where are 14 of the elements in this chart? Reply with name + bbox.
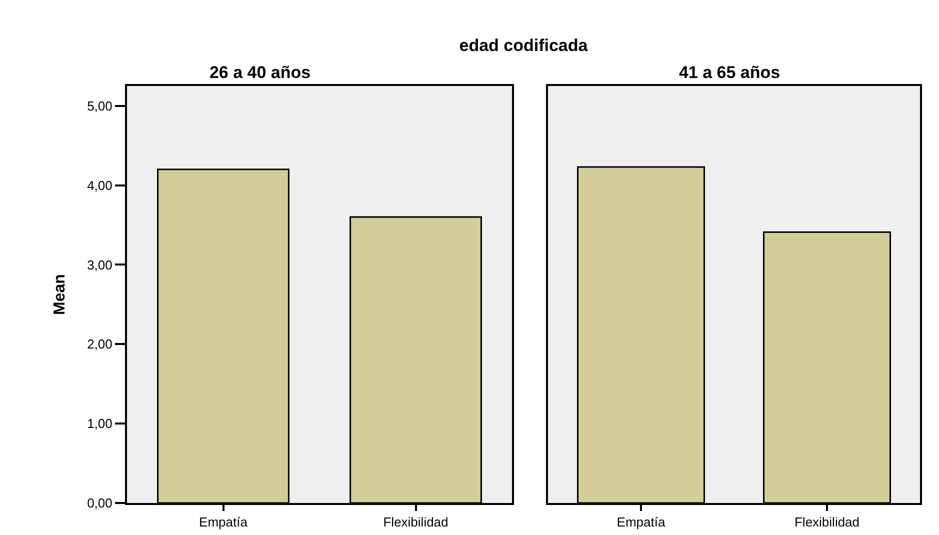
x-tick-label: Flexibilidad	[794, 514, 860, 530]
y-axis-title: Mean	[51, 274, 68, 315]
y-tick-label: 5,00	[87, 98, 112, 114]
text: edad codificada	[458, 36, 589, 56]
chart-title: 26 a 40 años	[209, 62, 311, 82]
y-tick-label: 1,00	[87, 416, 112, 432]
y-tick-label: 3,00	[87, 257, 112, 272]
y-tick-label: 2,00	[87, 336, 112, 352]
x-tick-label: Empatía	[199, 514, 248, 530]
x-tick-label: Flexibilidad	[383, 514, 448, 530]
y-tick-label: 0,00	[87, 496, 112, 511]
x-tick-label: Empatía	[616, 514, 666, 530]
chart-title: 41 a 65 años	[678, 62, 780, 82]
y-tick-label: 4,00	[87, 178, 112, 193]
